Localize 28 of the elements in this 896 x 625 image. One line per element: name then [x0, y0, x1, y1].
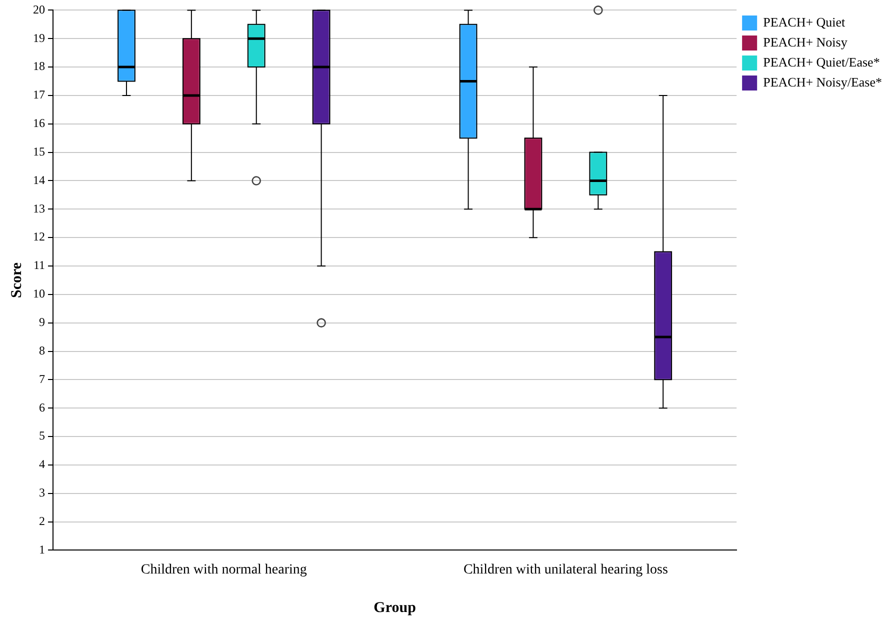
legend-label: PEACH+ Quiet/Ease*: [763, 54, 880, 70]
y-tick-label: 1: [39, 542, 45, 556]
x-axis-title: Group: [374, 600, 416, 616]
legend-label: PEACH+ Noisy: [763, 34, 848, 50]
x-tick-label: Children with normal hearing: [140, 562, 307, 578]
y-tick-label: 14: [33, 172, 45, 187]
y-tick-label: 3: [39, 486, 45, 500]
y-tick-label: 7: [39, 372, 45, 386]
y-tick-label: 2: [39, 514, 45, 528]
y-tick-label: 9: [39, 314, 45, 329]
y-tick-label: 8: [39, 343, 45, 358]
y-tick-label: 19: [33, 30, 45, 45]
y-tick-label: 10: [33, 286, 45, 301]
y-tick-label: 11: [33, 258, 45, 272]
y-tick-label: 12: [33, 230, 45, 244]
y-tick-label: 6: [39, 400, 45, 414]
legend-label: PEACH+ Noisy/Ease*: [763, 74, 882, 90]
y-tick-label: 4: [39, 457, 45, 472]
y-tick-label: 16: [33, 116, 45, 130]
y-axis-title: Score: [8, 262, 25, 298]
x-tick-label: Children with unilateral hearing loss: [463, 562, 668, 578]
y-tick-label: 13: [33, 201, 45, 216]
y-tick-label: 18: [33, 59, 45, 74]
y-tick-label: 17: [33, 88, 45, 102]
y-tick-label: 20: [33, 2, 45, 16]
y-tick-label: 5: [39, 428, 45, 443]
legend-label: PEACH+ Quiet: [763, 14, 846, 30]
y-tick-label: 15: [33, 144, 45, 158]
